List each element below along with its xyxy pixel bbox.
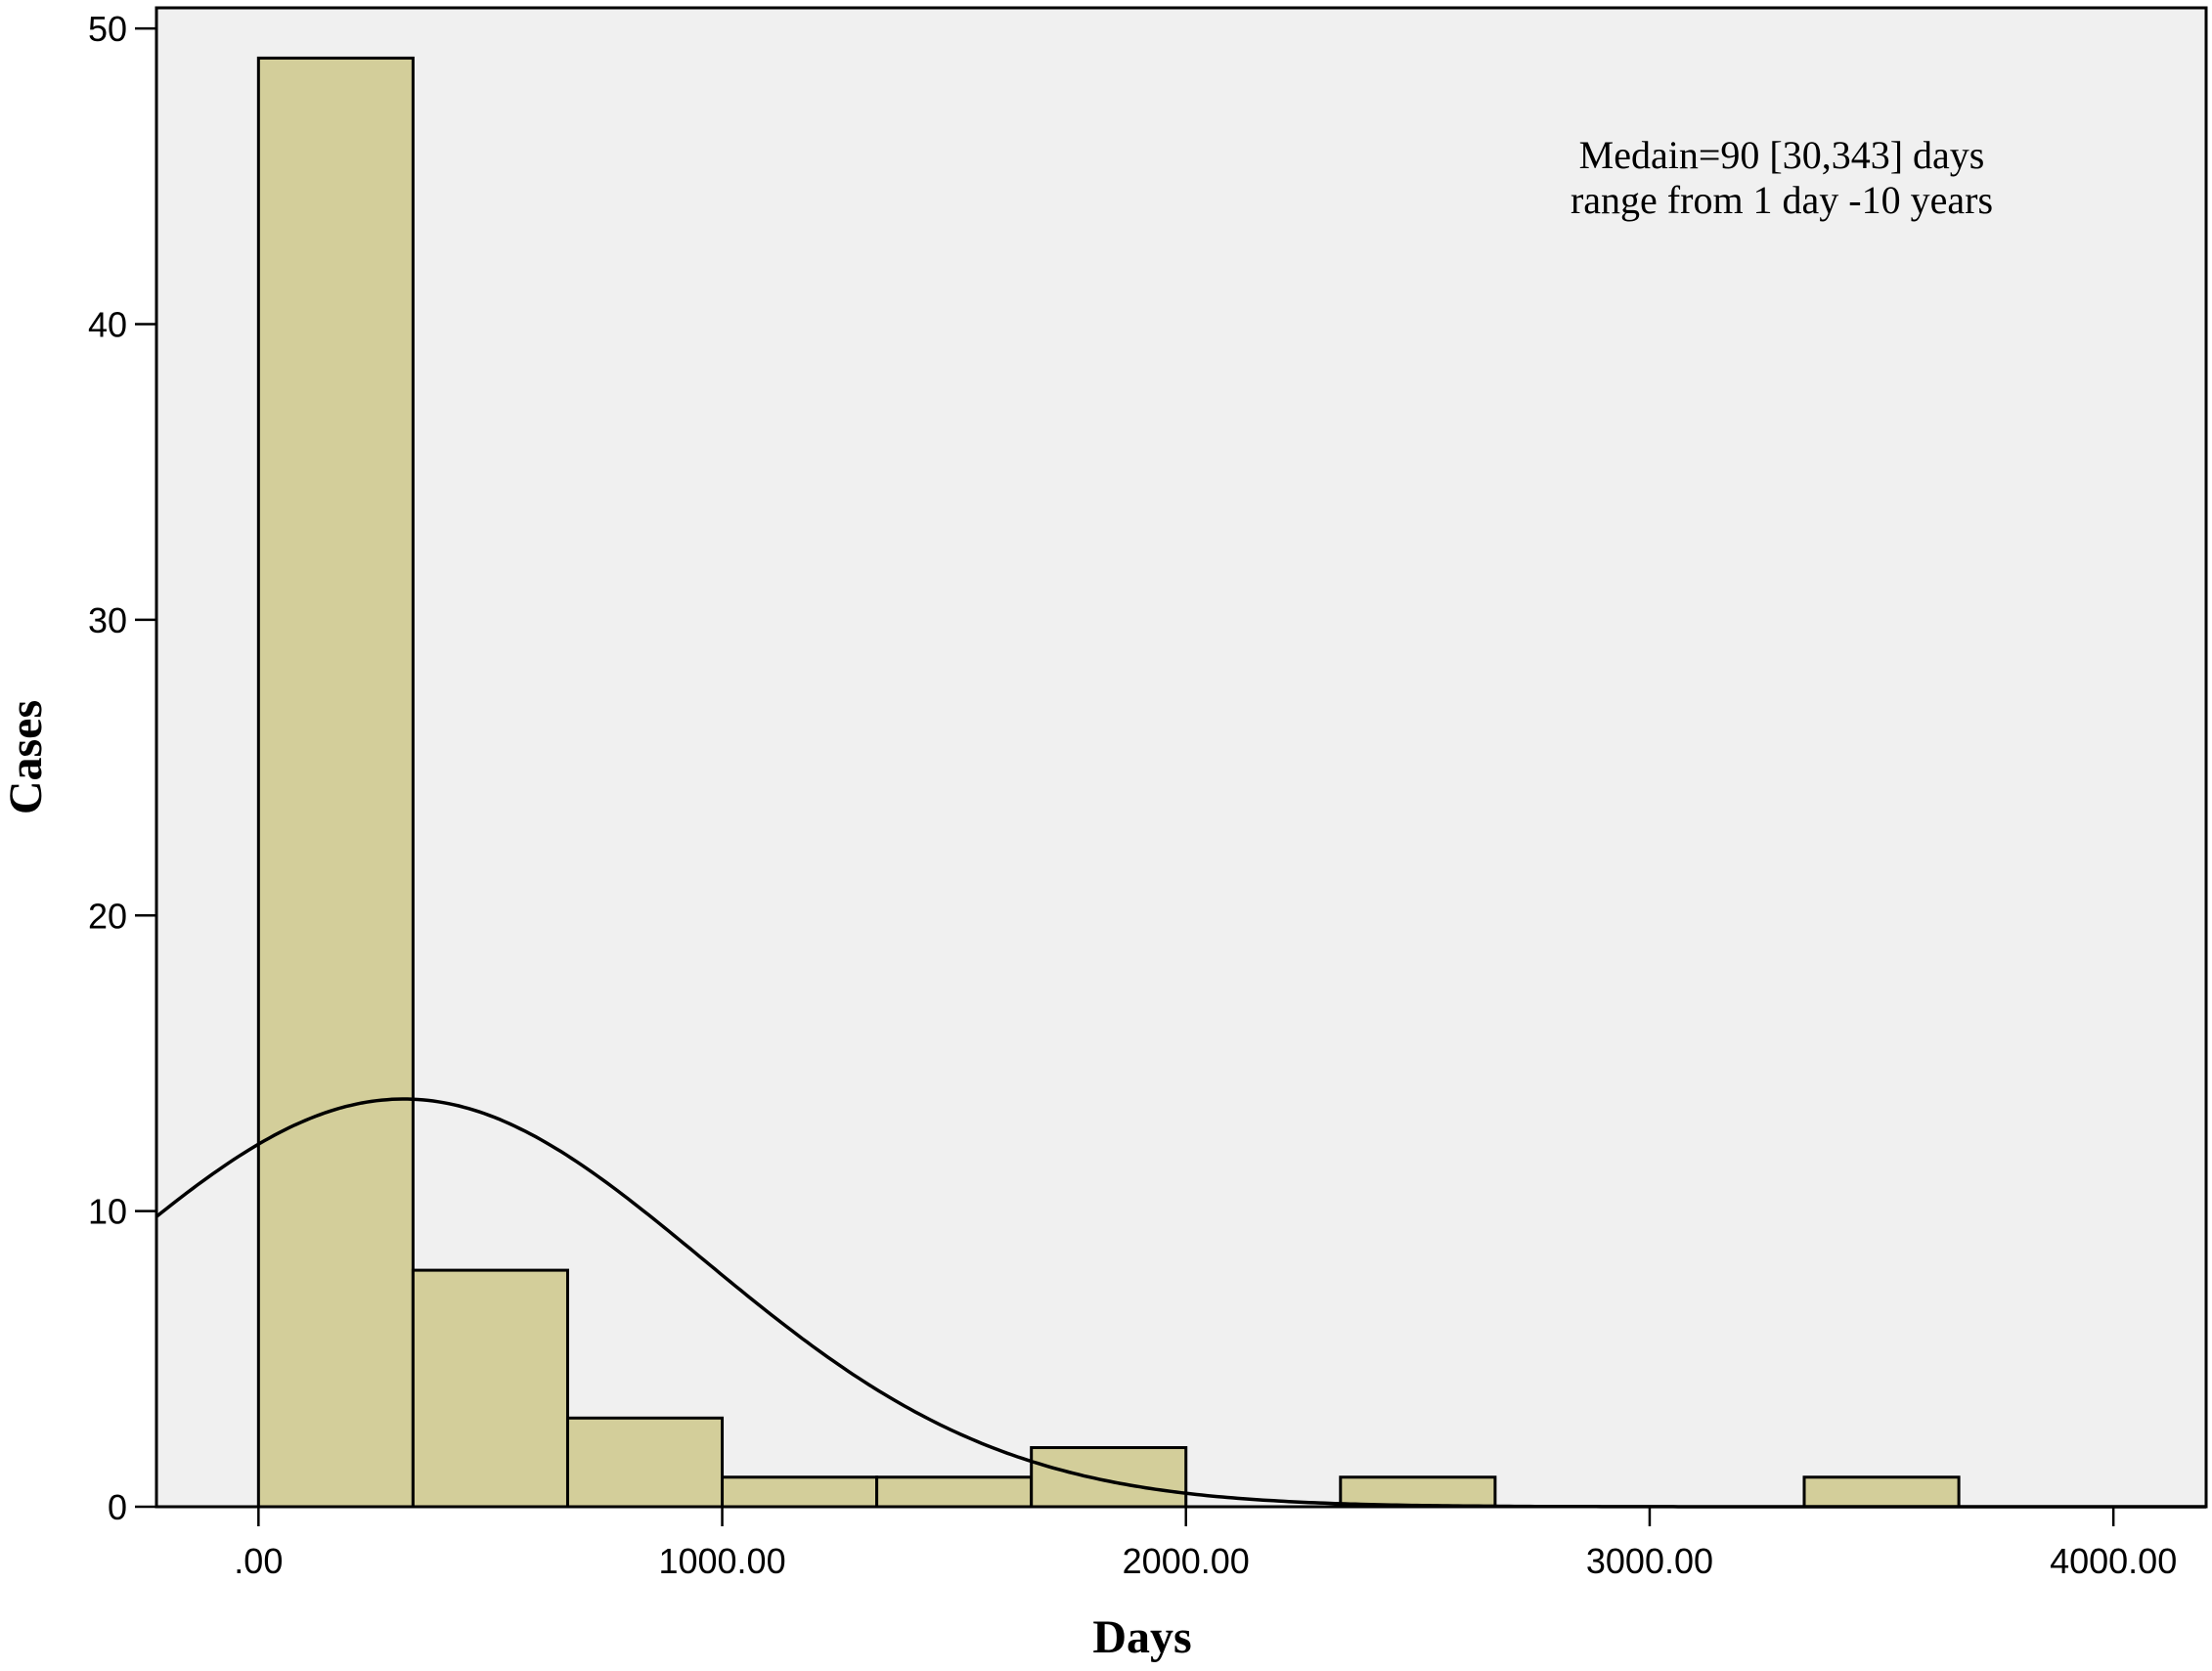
histogram-bar-1 (411, 1268, 569, 1509)
histogram-bar-0 (256, 56, 415, 1509)
plot-area (156, 8, 2206, 1507)
y-tick-label-1: 10 (88, 1192, 127, 1232)
y-tick-label-0: 0 (108, 1487, 127, 1527)
x-tick-label-4: 4000.00 (2050, 1541, 2177, 1581)
histogram-bar-3 (721, 1475, 879, 1509)
x-tick-label-2: 2000.00 (1123, 1541, 1250, 1581)
histogram-bar-10 (1802, 1475, 1961, 1509)
plot-frame (155, 6, 2208, 1509)
x-axis: .00 1000.00 2000.00 3000.00 4000.00 (234, 1507, 2177, 1581)
y-axis: 0 10 20 30 40 50 (88, 9, 156, 1527)
annotation-median: Medain=90 [30,343] days (1579, 133, 1985, 177)
y-tick-label-2: 20 (88, 896, 127, 936)
histogram-bar-7 (1339, 1475, 1497, 1509)
histogram-bar-2 (565, 1416, 725, 1509)
histogram-bar-5 (1030, 1446, 1188, 1509)
y-axis-title: Cases (0, 700, 52, 814)
x-tick-label-1: 1000.00 (658, 1541, 785, 1581)
y-tick-label-5: 50 (88, 9, 127, 49)
y-tick-label-3: 30 (88, 600, 127, 640)
x-tick-label-3: 3000.00 (1586, 1541, 1713, 1581)
x-tick-label-0: .00 (234, 1541, 283, 1581)
histogram-bar-4 (875, 1475, 1034, 1509)
annotation-range: range from 1 day -10 years (1571, 178, 1993, 222)
histogram-bars (256, 56, 1961, 1509)
x-axis-title: Days (1092, 1611, 1191, 1663)
y-tick-label-4: 40 (88, 305, 127, 345)
